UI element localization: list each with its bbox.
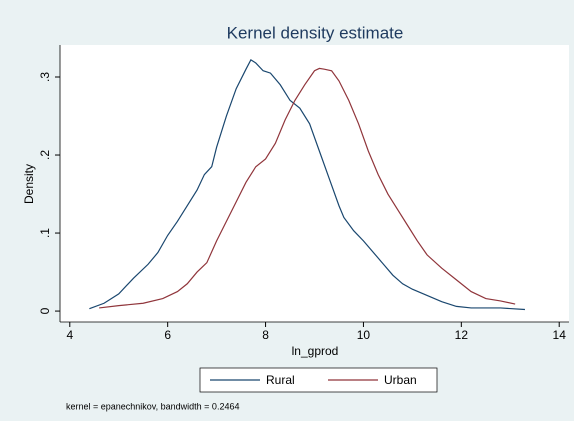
x-axis-label: ln_gprod xyxy=(292,344,339,358)
x-tick-label: 12 xyxy=(455,328,469,342)
series-line xyxy=(99,67,516,309)
plot-area xyxy=(60,45,569,322)
x-tick-label: 14 xyxy=(553,328,567,342)
y-tick-label: .2 xyxy=(38,150,52,160)
y-tick-label: .3 xyxy=(38,72,52,82)
y-axis-label: Density xyxy=(22,164,36,204)
x-tick-label: 6 xyxy=(164,328,171,342)
series-line xyxy=(89,58,525,311)
x-tick-label: 4 xyxy=(66,328,73,342)
x-tick-label: 8 xyxy=(262,328,269,342)
y-tick-label: .1 xyxy=(38,228,52,238)
legend-label: Urban xyxy=(384,373,417,387)
note: kernel = epanechnikov, bandwidth = 0.246… xyxy=(66,401,239,411)
legend-label: Rural xyxy=(266,373,295,387)
chart-title: Kernel density estimate xyxy=(227,23,404,42)
y-tick-label: 0 xyxy=(38,307,52,314)
x-tick-label: 10 xyxy=(357,328,371,342)
